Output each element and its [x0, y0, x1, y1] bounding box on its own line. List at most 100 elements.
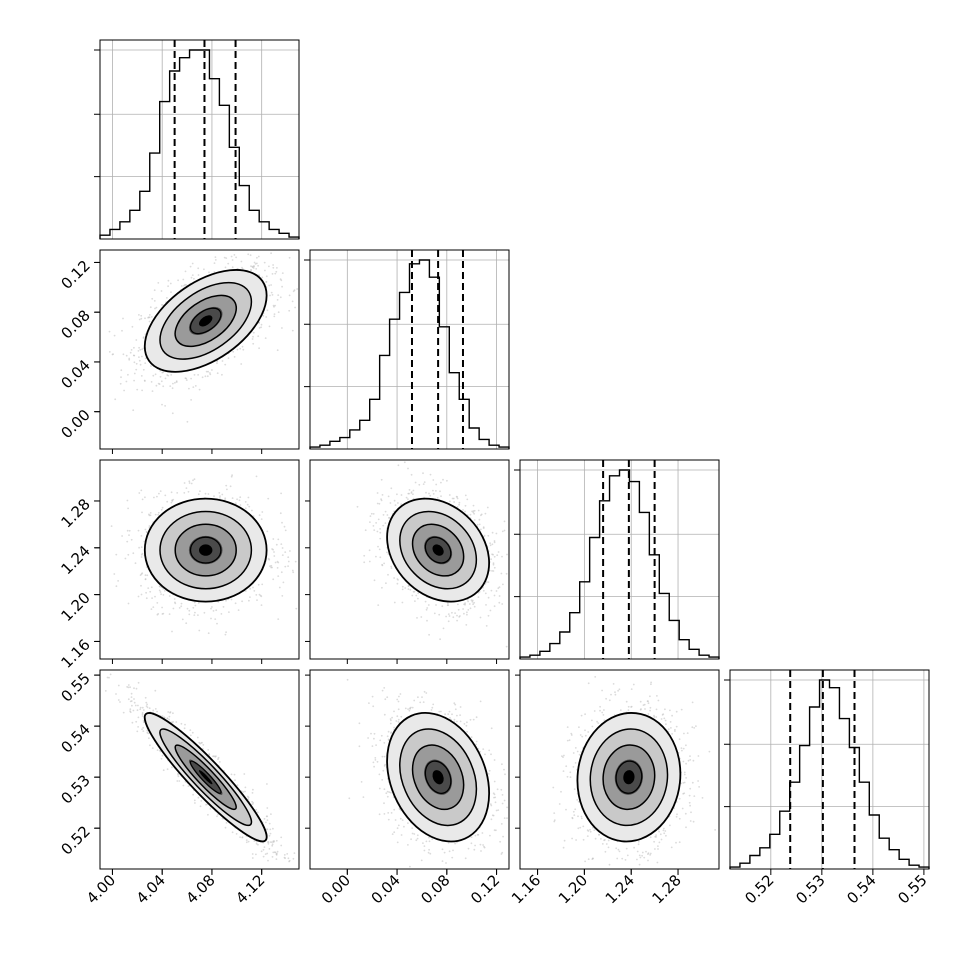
scatter-point: [144, 578, 147, 580]
scatter-point: [109, 673, 112, 676]
scatter-point: [294, 560, 297, 563]
scatter-point: [375, 522, 377, 524]
scatter-point: [193, 277, 195, 280]
scatter-point: [180, 605, 183, 608]
scatter-point: [487, 534, 490, 537]
scatter-point: [274, 561, 277, 564]
scatter-point: [423, 481, 426, 483]
scatter-point: [258, 347, 260, 350]
scatter-point: [117, 580, 119, 582]
scatter-point: [167, 285, 169, 288]
scatter-point: [454, 612, 456, 614]
scatter-point: [164, 494, 167, 497]
scatter-point: [385, 582, 387, 585]
scatter-point: [284, 529, 287, 532]
scatter-point: [485, 604, 487, 606]
scatter-point: [225, 599, 227, 602]
scatter-point: [492, 563, 495, 566]
scatter-point: [216, 360, 218, 363]
histogram-step: [99, 49, 300, 239]
scatter-point: [187, 490, 190, 493]
scatter-point: [161, 606, 163, 609]
scatter-point: [376, 530, 379, 533]
scatter-point: [205, 370, 208, 373]
scatter-point: [219, 497, 221, 499]
scatter-point: [174, 601, 176, 604]
scatter-point: [142, 368, 145, 371]
scatter-point: [418, 483, 421, 486]
scatter-point: [149, 590, 152, 593]
scatter-point: [465, 624, 468, 626]
scatter-point: [151, 597, 153, 599]
scatter-point: [416, 617, 418, 619]
scatter-point: [255, 475, 258, 478]
scatter-point: [143, 379, 146, 382]
scatter-point: [140, 375, 143, 377]
scatter-point: [183, 284, 185, 287]
scatter-point: [183, 482, 186, 484]
scatter-point: [276, 267, 278, 269]
scatter-point: [480, 513, 483, 516]
scatter-point: [150, 365, 152, 367]
scatter-point: [378, 548, 381, 551]
scatter-point: [466, 613, 468, 616]
scatter-point: [166, 374, 169, 376]
scatter-point: [201, 376, 204, 379]
scatter-point: [284, 565, 287, 568]
scatter-point: [214, 259, 217, 261]
scatter-point: [273, 555, 276, 557]
scatter-point: [157, 513, 160, 516]
scatter-point: [241, 266, 243, 269]
scatter-point: [137, 595, 140, 598]
scatter-point: [230, 255, 233, 258]
scatter-point: [270, 291, 273, 294]
scatter-point: [258, 593, 261, 596]
scatter-point: [194, 604, 197, 607]
scatter-point: [456, 619, 458, 622]
hist-panel-1: [304, 249, 510, 450]
scatter-point: [275, 270, 278, 273]
scatter-point: [180, 285, 183, 287]
scatter-point: [172, 607, 175, 610]
scatter-point: [487, 596, 490, 599]
scatter-point: [380, 478, 383, 481]
scatter-point: [451, 611, 453, 614]
scatter-point: [211, 369, 213, 371]
scatter-point: [140, 535, 143, 537]
scatter-point: [170, 291, 172, 293]
scatter-point: [283, 525, 286, 528]
scatter-point: [164, 405, 166, 407]
hist-panel-2: [514, 459, 720, 660]
scatter-point: [240, 363, 243, 365]
scatter-point: [407, 588, 410, 590]
scatter-point: [161, 403, 163, 406]
scatter-point: [363, 554, 366, 557]
scatter-point: [141, 348, 143, 351]
scatter-point: [252, 342, 255, 345]
scatter-point: [394, 504, 397, 506]
scatter-point: [271, 548, 273, 550]
scatter-point: [493, 594, 496, 597]
scatter-point: [381, 586, 383, 589]
scatter-point: [253, 265, 255, 268]
scatter-point: [188, 613, 191, 616]
scatter-point: [148, 314, 151, 316]
scatter-point: [265, 316, 268, 318]
scatter-point: [262, 315, 265, 317]
scatter-point: [467, 609, 470, 611]
scatter-point: [135, 362, 138, 365]
scatter-point: [435, 490, 437, 492]
scatter-point: [108, 330, 111, 333]
scatter-point: [130, 538, 133, 541]
scatter-point: [141, 511, 143, 514]
scatter-point: [171, 412, 174, 415]
scatter-point: [169, 385, 172, 387]
scatter-point: [244, 507, 247, 510]
scatter-point: [440, 495, 442, 498]
scatter-point: [447, 602, 449, 605]
scatter-point: [176, 492, 179, 494]
scatter-point: [140, 593, 143, 596]
scatter-point: [160, 290, 163, 292]
scatter-point: [133, 346, 135, 349]
scatter-point: [441, 605, 444, 608]
